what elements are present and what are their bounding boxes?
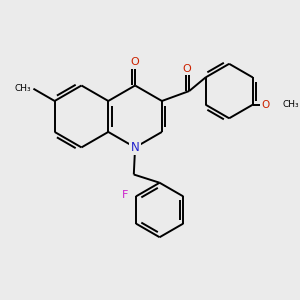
Text: O: O <box>131 57 140 67</box>
Text: F: F <box>122 190 128 200</box>
Text: O: O <box>182 64 191 74</box>
Text: O: O <box>261 100 269 110</box>
Text: CH₃: CH₃ <box>14 84 31 93</box>
Text: N: N <box>131 141 140 154</box>
Text: CH₃: CH₃ <box>282 100 299 109</box>
